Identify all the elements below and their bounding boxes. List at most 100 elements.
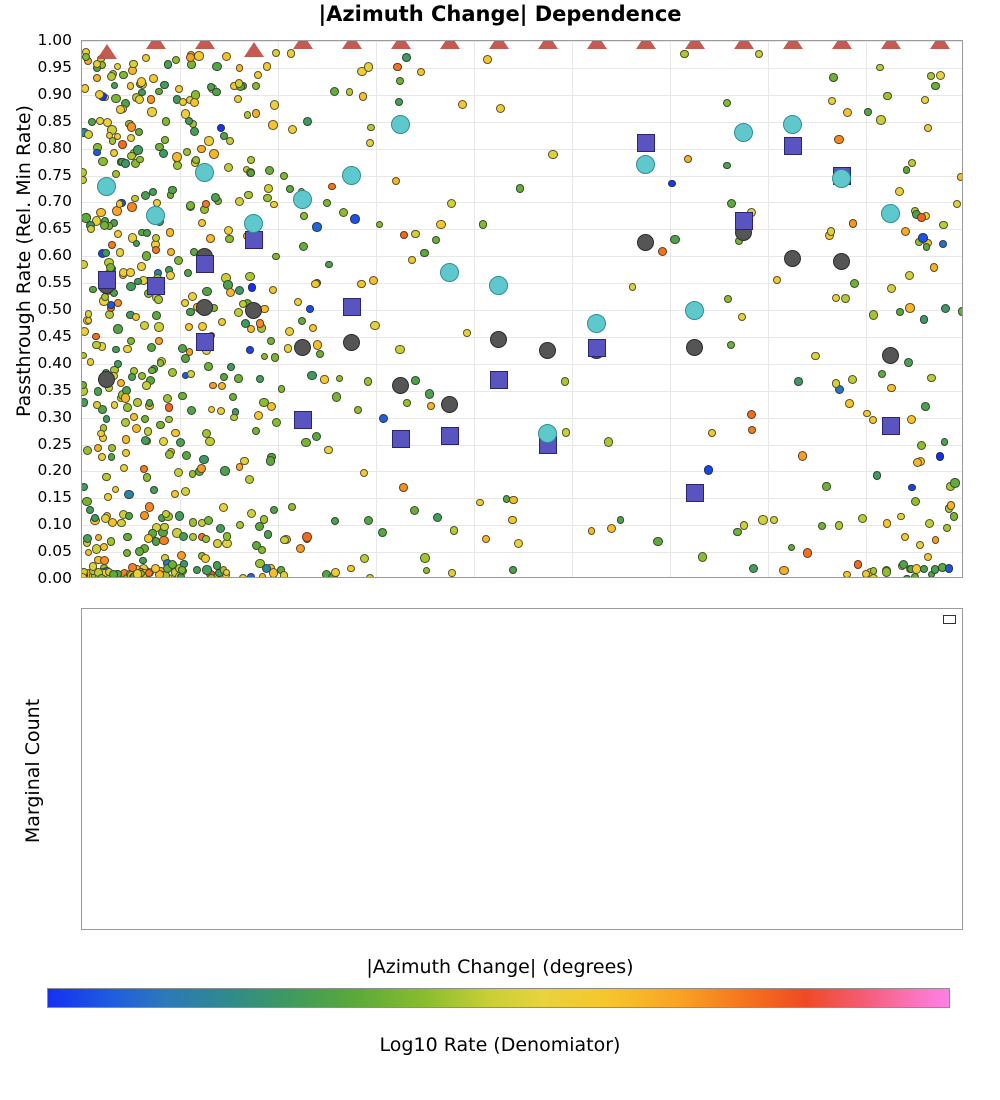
- scatter-point-connection: [252, 82, 261, 91]
- scatter-point-connection: [246, 572, 256, 577]
- scatter-point-connection: [328, 182, 336, 191]
- scatter-point-connection: [122, 548, 131, 557]
- scatter-point-connection: [868, 415, 878, 425]
- scatter-marker-p-gt-0: [390, 41, 411, 49]
- scatter-point-connection: [267, 402, 277, 412]
- scatter-y-tick-label: 0.80: [37, 138, 72, 157]
- scatter-point-connection: [207, 82, 216, 92]
- scatter-point-zero-rate: [405, 576, 412, 577]
- scatter-point-connection: [834, 134, 844, 145]
- scatter-point-connection: [603, 437, 614, 447]
- scatter-point-connection: [82, 259, 89, 270]
- scatter-marker-p-gt-0: [586, 41, 607, 49]
- scatter-point-connection: [136, 155, 145, 164]
- scatter-point-connection: [263, 530, 273, 539]
- scatter-point-connection: [154, 322, 164, 332]
- scatter-marker-detrended: [195, 163, 214, 183]
- scatter-point-connection: [140, 191, 151, 201]
- scatter-point-connection: [92, 148, 101, 157]
- scatter-point-connection: [277, 385, 286, 393]
- scatter-point-connection: [561, 428, 571, 437]
- scatter-point-connection: [166, 248, 175, 257]
- scatter-point-connection: [225, 136, 235, 146]
- scatter-gridline-h: [82, 202, 962, 204]
- scatter-point-connection: [92, 332, 100, 341]
- scatter-point-connection: [131, 194, 140, 203]
- scatter-point-connection: [911, 573, 920, 577]
- scatter-point-connection: [252, 541, 262, 551]
- scatter-point-connection: [132, 313, 141, 322]
- scatter-point-connection: [924, 519, 934, 529]
- scatter-point-connection: [137, 371, 146, 381]
- scatter-point-connection: [159, 535, 169, 546]
- scatter-point-connection: [905, 303, 915, 313]
- scatter-point-connection: [144, 427, 153, 436]
- scatter-marker-detrended: [881, 203, 900, 223]
- scatter-point-connection: [288, 503, 297, 512]
- scatter-point-connection: [436, 219, 446, 229]
- scatter-point-connection: [158, 436, 168, 446]
- scatter-point-connection: [197, 219, 206, 227]
- scatter-point-connection: [433, 512, 443, 522]
- scatter-point-connection: [400, 231, 409, 239]
- scatter-point-connection: [113, 62, 122, 71]
- colorbar-label: Log10 Rate (Denomiator): [379, 1034, 621, 1056]
- scatter-gridline-h: [82, 256, 962, 258]
- scatter-point-connection: [262, 61, 272, 71]
- scatter-point-connection: [402, 52, 411, 62]
- scatter-point-connection: [133, 398, 142, 407]
- scatter-point-connection: [126, 268, 135, 278]
- colorbar[interactable]: [47, 988, 950, 1008]
- scatter-point-connection: [137, 262, 146, 271]
- scatter-point-connection: [92, 216, 102, 226]
- scatter-point-connection: [270, 353, 280, 362]
- scatter-marker-mean: [196, 298, 213, 316]
- scatter-point-connection: [109, 149, 118, 158]
- scatter-point-connection: [235, 463, 244, 472]
- scatter-point-connection: [188, 532, 198, 542]
- scatter-point-connection: [508, 515, 517, 525]
- scatter-point-connection: [202, 535, 210, 543]
- scatter-marker-median: [636, 134, 655, 153]
- scatter-marker-median: [685, 483, 704, 502]
- scatter-point-connection: [949, 512, 959, 521]
- scatter-point-connection: [89, 285, 97, 294]
- scatter-point-connection: [723, 294, 732, 303]
- scatter-point-connection: [178, 344, 188, 354]
- scatter-point-connection: [166, 270, 176, 280]
- scatter-point-connection: [476, 498, 484, 507]
- scatter-point-connection: [286, 49, 296, 58]
- scatter-plot-panel[interactable]: [81, 40, 963, 578]
- scatter-point-connection: [140, 511, 149, 520]
- scatter-point-connection: [876, 115, 886, 125]
- scatter-point-connection: [287, 125, 297, 135]
- scatter-marker-detrended: [636, 155, 655, 175]
- scatter-point-connection: [219, 372, 228, 381]
- scatter-point-connection: [927, 373, 936, 382]
- scatter-point-connection: [101, 248, 110, 257]
- scatter-point-connection: [904, 358, 913, 368]
- scatter-point-connection: [628, 283, 637, 291]
- scatter-point-connection: [109, 570, 118, 577]
- scatter-point-connection: [147, 107, 157, 117]
- scatter-point-connection: [156, 359, 165, 367]
- scatter-marker-detrended: [342, 166, 361, 185]
- scatter-y-tick-label: 0.55: [37, 273, 72, 292]
- scatter-point-connection: [126, 82, 135, 90]
- scatter-point-connection: [88, 562, 98, 571]
- scatter-point-connection: [160, 80, 169, 90]
- scatter-point-connection: [144, 502, 155, 512]
- scatter-point-connection: [161, 136, 169, 144]
- scatter-point-connection: [118, 140, 127, 149]
- scatter-point-connection: [108, 137, 117, 146]
- scatter-point-connection: [234, 285, 245, 296]
- scatter-point-connection: [84, 310, 93, 318]
- scatter-y-tick-label: 0.95: [37, 57, 72, 76]
- scatter-point-connection: [878, 369, 887, 378]
- scatter-marker-mean: [392, 376, 409, 394]
- histogram-panel[interactable]: [81, 608, 963, 930]
- scatter-point-connection: [91, 340, 101, 350]
- scatter-point-connection: [369, 276, 379, 286]
- scatter-point-connection: [178, 97, 188, 107]
- scatter-point-connection: [134, 277, 142, 286]
